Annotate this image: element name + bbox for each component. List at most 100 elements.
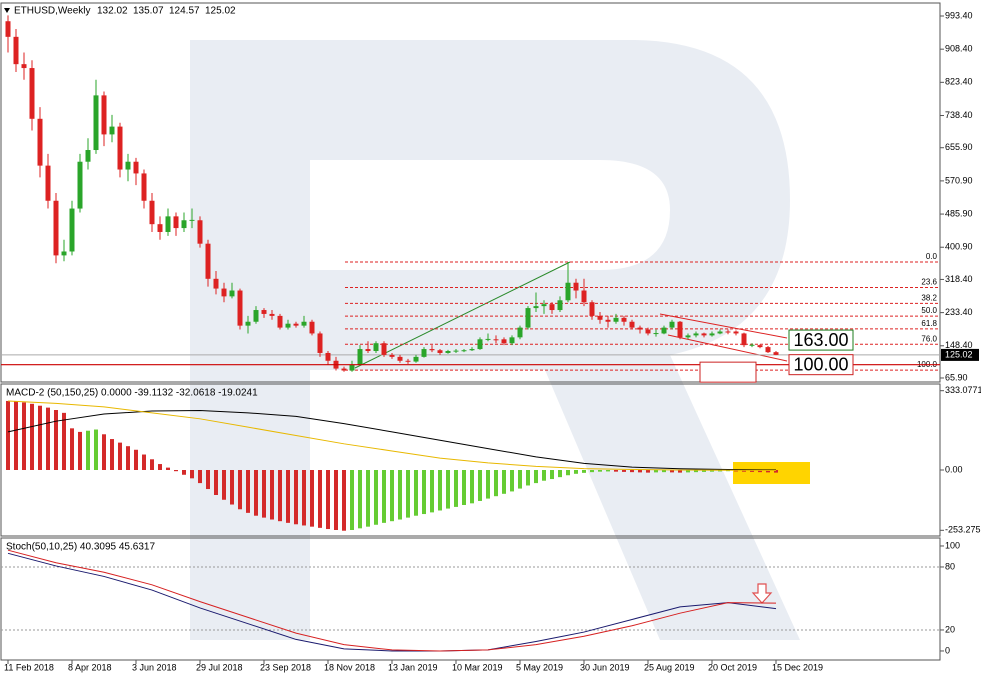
- candle-body: [549, 304, 555, 311]
- price-box-label: 163.00: [793, 330, 848, 350]
- candle-body: [485, 338, 491, 340]
- histogram-bar: [350, 470, 354, 530]
- candle-body: [477, 339, 483, 350]
- candle-body: [165, 216, 171, 232]
- candle-body: [77, 161, 83, 209]
- stoch-panel: [0, 537, 941, 661]
- histogram-bar: [238, 470, 242, 510]
- candle-body: [677, 321, 683, 338]
- candle-body: [253, 310, 259, 322]
- y-tick-label: 233.40: [945, 307, 973, 317]
- candle-body: [757, 345, 763, 348]
- candle-body: [645, 329, 651, 334]
- x-tick-label: 25 Aug 2019: [644, 662, 695, 672]
- candle-body: [397, 356, 403, 361]
- candle-body: [101, 95, 107, 135]
- candle-body: [541, 304, 547, 307]
- y-tick-label: 333.0771: [945, 385, 981, 395]
- histogram-bar: [142, 454, 146, 470]
- candle-body: [117, 126, 123, 170]
- histogram-bar: [758, 470, 762, 473]
- histogram-bar: [30, 403, 34, 470]
- histogram-bar: [550, 470, 554, 480]
- candle-body: [93, 95, 99, 151]
- histogram-bar: [638, 470, 642, 473]
- candle-body: [317, 333, 323, 353]
- ohlc-high: 135.07: [133, 6, 164, 17]
- histogram-bar: [286, 470, 290, 523]
- chart-title: ETHUSD,Weekly: [14, 6, 91, 17]
- indicator-line: [7, 552, 777, 652]
- y-tick-label: 485.90: [945, 208, 973, 218]
- histogram-bar: [382, 470, 386, 523]
- y-tick-label: -253.275: [945, 525, 981, 535]
- candle-body: [741, 333, 747, 346]
- histogram-bar: [582, 470, 586, 473]
- histogram-bar: [598, 470, 602, 472]
- candle-body: [525, 308, 531, 328]
- histogram-bar: [70, 428, 74, 470]
- x-tick-label: 8 Apr 2018: [68, 662, 112, 672]
- histogram-bar: [606, 470, 610, 472]
- fib-label: 61.8: [921, 319, 937, 328]
- price-box: [788, 354, 854, 376]
- histogram-bar: [542, 470, 546, 481]
- candle-body: [709, 333, 715, 336]
- histogram-bar: [294, 470, 298, 525]
- candle-body: [581, 290, 587, 303]
- candle-body: [509, 337, 515, 344]
- candle-body: [749, 344, 755, 346]
- stoch-title: Stoch(50,10,25) 40.3095 45.6317: [6, 542, 155, 553]
- x-tick-label: 23 Sep 2018: [260, 662, 311, 672]
- candle-body: [285, 323, 291, 328]
- candle-body: [349, 364, 355, 371]
- candle-body: [69, 208, 75, 252]
- histogram-bar: [254, 470, 258, 516]
- price-panel: [0, 2, 941, 383]
- channel-lower: [667, 334, 788, 362]
- histogram-bar: [766, 470, 770, 473]
- candle-body: [5, 21, 11, 37]
- histogram-bar: [654, 470, 658, 473]
- histogram-bar: [102, 434, 106, 470]
- histogram-bar: [694, 470, 698, 473]
- fib-label: 76.0: [921, 334, 937, 343]
- menu-triangle: [4, 8, 10, 13]
- histogram-bar: [246, 470, 250, 513]
- candle-body: [629, 321, 635, 328]
- y-tick-label: 148.40: [945, 340, 973, 350]
- histogram-bar: [390, 470, 394, 522]
- histogram-bar: [366, 470, 370, 527]
- candle-body: [701, 333, 707, 336]
- candle-body: [517, 327, 523, 338]
- candle-body: [341, 368, 347, 371]
- y-tick-label: 65.90: [945, 372, 968, 382]
- indicator-line: [7, 549, 777, 652]
- histogram-bar: [174, 470, 178, 472]
- candle-body: [429, 349, 435, 351]
- candle-body: [181, 220, 187, 229]
- fib-label: 38.2: [921, 293, 937, 302]
- histogram-bar: [478, 470, 482, 501]
- candle-body: [469, 349, 475, 351]
- candle-body: [445, 351, 451, 353]
- histogram-bar: [662, 470, 666, 473]
- indicator-line: [7, 409, 777, 471]
- x-tick-label: 13 Jan 2019: [388, 662, 438, 672]
- histogram-bar: [78, 431, 82, 470]
- candle-body: [733, 331, 739, 334]
- y-tick-label: 100: [945, 540, 960, 550]
- candle-body: [53, 200, 59, 256]
- macd-panel: [0, 383, 941, 537]
- fib-label: 0.0: [926, 252, 938, 261]
- candle-body: [533, 306, 539, 309]
- histogram-bar: [62, 412, 66, 470]
- fib-label: 23.6: [921, 278, 937, 287]
- histogram-bar: [110, 439, 114, 470]
- histogram-bar: [6, 400, 10, 470]
- histogram-bar: [462, 470, 466, 505]
- x-tick-label: 5 May 2019: [516, 662, 563, 672]
- candle-body: [461, 350, 467, 352]
